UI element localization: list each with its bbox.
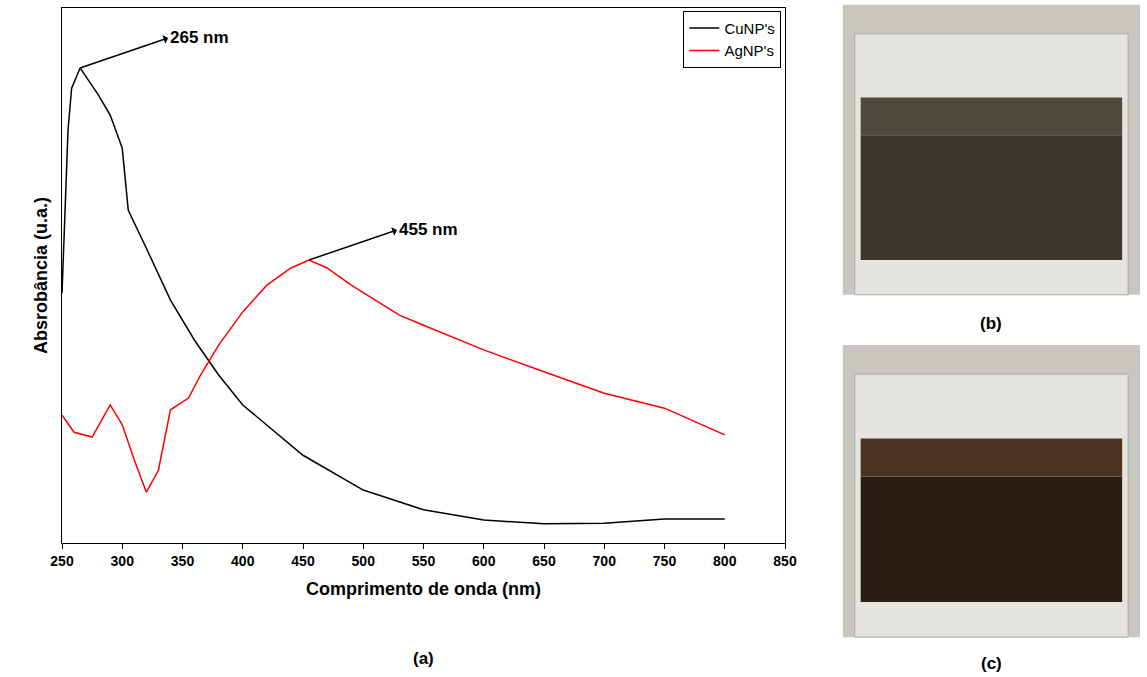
svg-text:265 nm: 265 nm <box>170 28 229 47</box>
svg-text:Comprimento de onda (nm): Comprimento de onda (nm) <box>306 579 541 599</box>
svg-text:450: 450 <box>291 553 315 569</box>
svg-text:500: 500 <box>352 553 376 569</box>
svg-text:800: 800 <box>713 553 737 569</box>
svg-text:Absrobância (u.a.): Absrobância (u.a.) <box>31 197 51 354</box>
svg-text:(c): (c) <box>981 654 1002 673</box>
svg-text:(b): (b) <box>980 314 1002 333</box>
svg-text:550: 550 <box>412 553 436 569</box>
svg-text:700: 700 <box>593 553 617 569</box>
svg-text:AgNP's: AgNP's <box>724 42 774 59</box>
svg-text:455 nm: 455 nm <box>399 220 458 239</box>
svg-text:(a): (a) <box>413 649 434 668</box>
svg-text:850: 850 <box>773 553 797 569</box>
svg-text:CuNP's: CuNP's <box>724 20 774 37</box>
svg-text:600: 600 <box>472 553 496 569</box>
svg-text:250: 250 <box>50 553 74 569</box>
svg-text:750: 750 <box>653 553 677 569</box>
svg-text:650: 650 <box>532 553 556 569</box>
svg-text:400: 400 <box>231 553 255 569</box>
svg-text:300: 300 <box>111 553 135 569</box>
svg-text:350: 350 <box>171 553 195 569</box>
